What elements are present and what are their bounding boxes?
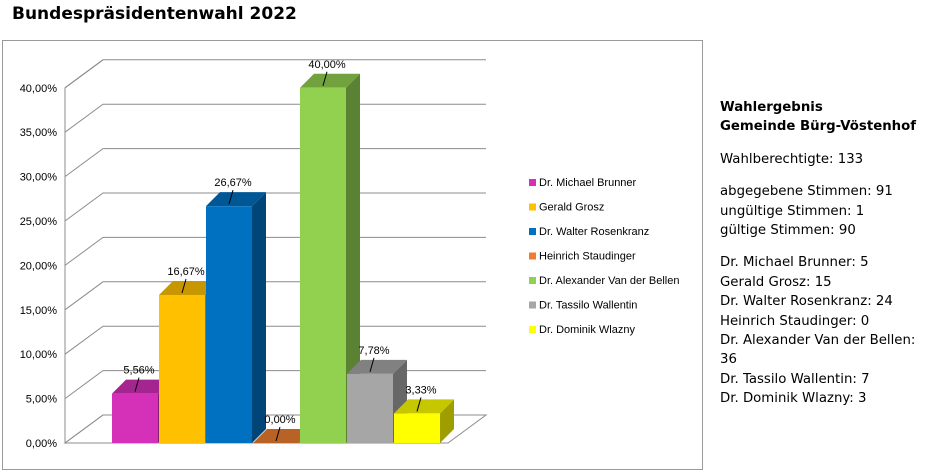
result-brunner: Dr. Michael Brunner: 5 (720, 255, 869, 271)
bar-top (347, 359, 407, 374)
result-wlazny: Dr. Dominik Wlazny: 3 (720, 391, 867, 407)
legend-swatch (529, 301, 536, 309)
legend-label: Dr. Walter Rosenkranz (539, 226, 649, 238)
result-van-der-bellen: Dr. Alexander Van der Bellen: 36 (720, 333, 916, 368)
legend-label: Dr. Alexander Van der Bellen (539, 275, 679, 287)
bar-top (112, 379, 172, 394)
legend-label: Heinrich Staudinger (539, 251, 636, 263)
data-label-leader (181, 278, 187, 294)
bar (300, 87, 346, 444)
panel-heading-line-1: Wahlergebnis (720, 100, 823, 115)
data-label: 3,33% (405, 384, 436, 396)
votes-invalid: ungültige Stimmen: 1 (720, 203, 865, 219)
data-label: 40,00% (308, 59, 346, 71)
data-label-leader (134, 377, 140, 392)
y-tick-label: 5,00% (26, 394, 57, 406)
legend-swatch (529, 252, 536, 260)
y-tick-label: 40,00% (20, 83, 58, 95)
y-tick-label: 15,00% (20, 305, 58, 317)
result-staudinger: Heinrich Staudinger: 0 (720, 313, 870, 329)
eligible-voters: Wahlberechtigte: 133 (720, 151, 864, 167)
bar-top (394, 399, 454, 414)
legend-swatch (529, 203, 536, 211)
bar (112, 393, 158, 443)
legend-label: Dr. Dominik Wlazny (539, 324, 635, 336)
votes-cast: abgegebene Stimmen: 91 (720, 184, 893, 200)
votes-valid: gültige Stimmen: 90 (720, 223, 856, 239)
result-grosz: Gerald Grosz: 15 (720, 274, 832, 290)
data-label-leader (228, 190, 234, 205)
bar-top (159, 280, 219, 295)
data-label: 0,00% (264, 414, 295, 426)
y-tick-label: 0,00% (26, 438, 57, 450)
y-tick-label: 35,00% (20, 127, 58, 139)
bar-top (253, 429, 313, 443)
result-wallentin: Dr. Tassilo Wallentin: 7 (720, 371, 870, 387)
page-title: Bundespräsidentenwahl 2022 (12, 4, 297, 24)
data-label-leader (322, 71, 328, 86)
bar (347, 373, 393, 443)
bar-top (206, 192, 266, 207)
bar (159, 294, 205, 443)
result-rosenkranz: Dr. Walter Rosenkranz: 24 (720, 294, 893, 310)
bar-side (440, 399, 454, 443)
data-label: 7,78% (358, 345, 389, 357)
data-label-leader (275, 426, 281, 442)
bar-top (300, 73, 360, 88)
bar (394, 413, 440, 443)
data-label: 16,67% (167, 266, 205, 278)
legend-swatch (529, 228, 536, 235)
legend-label: Dr. Tassilo Wallentin (539, 300, 637, 312)
data-label-leader (416, 397, 422, 412)
y-tick-label: 25,00% (20, 216, 58, 228)
bar (206, 206, 252, 443)
legend-swatch (529, 277, 536, 284)
bar-chart: 0,00% 5,00% 10,00% 15,00% 20,00% 25,00% 30,00%… (20, 59, 680, 450)
data-label: 5,56% (123, 365, 154, 377)
legend-label: Dr. Michael Brunner (539, 177, 637, 189)
legend-label: Gerald Grosz (539, 202, 604, 214)
y-axis-top-edge (64, 59, 104, 89)
y-tick-label: 20,00% (20, 260, 58, 272)
bar-side (252, 192, 266, 443)
results-panel: Wahlergebnis Gemeinde Bürg-Vöstenhof Wah… (720, 98, 925, 409)
legend-swatch (529, 179, 536, 186)
y-tick-label: 30,00% (20, 172, 58, 184)
legend-swatch (529, 326, 536, 333)
chart-frame: 0,00% 5,00% 10,00% 15,00% 20,00% 25,00% 30,00%… (2, 40, 703, 470)
data-label: 26,67% (214, 177, 252, 189)
y-tick-label: 10,00% (20, 349, 58, 361)
panel-heading-line-2: Gemeinde Bürg-Vöstenhof (720, 119, 917, 135)
data-label-leader (369, 357, 375, 373)
bar-side (346, 73, 360, 444)
